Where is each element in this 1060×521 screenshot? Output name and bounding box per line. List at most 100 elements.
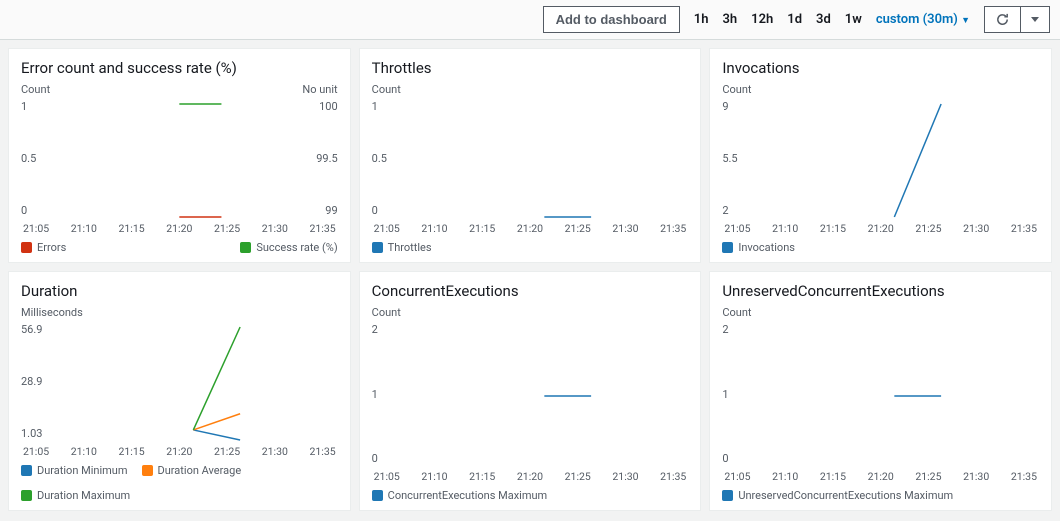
chart-svg-area <box>404 104 685 217</box>
legend-swatch <box>21 465 32 476</box>
refresh-icon <box>995 12 1010 27</box>
legend-swatch <box>240 242 251 253</box>
card-title: UnreservedConcurrentExecutions <box>722 282 1039 300</box>
chart-svg-area <box>53 327 334 440</box>
legend-item: Duration Maximum <box>21 489 130 502</box>
legend-label: Duration Minimum <box>37 464 128 477</box>
card-title: Duration <box>21 282 338 300</box>
plot-area: 210 21:0521:1021:1521:2021:2521:3021:35 <box>372 323 689 483</box>
y-ticks-left: 10.50 <box>372 100 402 217</box>
range-1h[interactable]: 1h <box>688 8 715 31</box>
card-title: ConcurrentExecutions <box>372 282 689 300</box>
card-title: Invocations <box>722 59 1039 77</box>
y-ticks-left: 95.52 <box>722 100 752 217</box>
plot-area: 10.50 21:0521:1021:1521:2021:2521:3021:35 <box>372 100 689 235</box>
y-ticks-left: 210 <box>722 323 752 465</box>
y-ticks-left: 10.50 <box>21 100 51 217</box>
legend-item: Success rate (%) <box>240 241 337 254</box>
x-ticks: 21:0521:1021:1521:2021:2521:3021:35 <box>21 222 338 235</box>
axis-labels: Count <box>372 306 689 319</box>
toolbar: Add to dashboard 1h 3h 12h 1d 3d 1w cust… <box>0 0 1060 40</box>
refresh-group <box>984 6 1050 33</box>
range-3h[interactable]: 3h <box>716 8 743 31</box>
chart-svg-area <box>754 327 1035 465</box>
legend: Invocations <box>722 241 1039 254</box>
y-ticks-right: 10099.599 <box>308 100 338 217</box>
x-ticks: 21:0521:1021:1521:2021:2521:3021:35 <box>722 222 1039 235</box>
legend-label: Success rate (%) <box>256 241 337 254</box>
legend-label: Duration Maximum <box>37 489 130 502</box>
range-12h[interactable]: 12h <box>745 8 779 31</box>
chart-svg-area <box>404 327 685 465</box>
legend: Duration Minimum Duration Average Duration… <box>21 464 338 502</box>
metric-card: Duration Milliseconds 56.928.91.03 21:0521:… <box>8 271 351 511</box>
legend-label: UnreservedConcurrentExecutions Maximum <box>738 489 953 502</box>
legend-item: UnreservedConcurrentExecutions Maximum <box>722 489 953 502</box>
metric-card: Invocations Count 95.52 21:0521:1021:1521:2… <box>709 48 1052 263</box>
y-ticks-left: 210 <box>372 323 402 465</box>
axis-labels: Count No unit <box>21 83 338 96</box>
metrics-grid: Error count and success rate (%) Count No … <box>0 40 1060 519</box>
card-title: Error count and success rate (%) <box>21 59 338 77</box>
series-line <box>193 430 240 440</box>
range-1w[interactable]: 1w <box>839 8 868 31</box>
axis-labels: Count <box>722 306 1039 319</box>
legend-swatch <box>372 242 383 253</box>
metric-card: UnreservedConcurrentExecutionsCount21021… <box>709 271 1052 511</box>
time-range-picker: 1h 3h 12h 1d 3d 1w custom (30m) ▼ <box>688 8 976 31</box>
x-ticks: 21:0521:1021:1521:2021:2521:3021:35 <box>372 222 689 235</box>
series-line <box>895 104 942 217</box>
legend-label: Throttles <box>388 241 432 254</box>
card-title: Throttles <box>372 59 689 77</box>
plot-area: 210 21:0521:1021:1521:2021:2521:3021:35 <box>722 323 1039 483</box>
y-label-left: Count <box>372 306 401 319</box>
legend: ConcurrentExecutions Maximum <box>372 489 689 502</box>
refresh-dropdown[interactable] <box>1020 7 1049 32</box>
y-label-left: Milliseconds <box>21 306 83 319</box>
x-ticks: 21:0521:1021:1521:2021:2521:3021:35 <box>21 445 338 458</box>
legend-item: Duration Average <box>142 464 242 477</box>
add-to-dashboard-button[interactable]: Add to dashboard <box>543 6 680 33</box>
legend-item: Throttles <box>372 241 432 254</box>
range-3d[interactable]: 3d <box>810 8 837 31</box>
y-label-right: No unit <box>302 83 337 96</box>
legend-item: Duration Minimum <box>21 464 128 477</box>
legend: UnreservedConcurrentExecutions Maximum <box>722 489 1039 502</box>
y-label-left: Count <box>372 83 401 96</box>
y-label-left: Count <box>21 83 50 96</box>
chart-svg-area <box>754 104 1035 217</box>
x-ticks: 21:0521:1021:1521:2021:2521:3021:35 <box>722 470 1039 483</box>
legend-swatch <box>722 490 733 501</box>
plot-area: 95.52 21:0521:1021:1521:2021:2521:3021:35 <box>722 100 1039 235</box>
series-line <box>193 327 240 430</box>
legend-swatch <box>142 465 153 476</box>
legend-label: Errors <box>37 241 66 254</box>
legend-item: Invocations <box>722 241 795 254</box>
chart-svg-area <box>53 104 306 217</box>
metric-card: Error count and success rate (%) Count No … <box>8 48 351 263</box>
legend-label: Invocations <box>738 241 795 254</box>
legend-swatch <box>21 242 32 253</box>
y-ticks-left: 56.928.91.03 <box>21 323 51 440</box>
chevron-down-icon <box>1031 17 1039 22</box>
range-custom[interactable]: custom (30m) ▼ <box>870 8 976 31</box>
refresh-button[interactable] <box>985 7 1020 32</box>
x-ticks: 21:0521:1021:1521:2021:2521:3021:35 <box>372 470 689 483</box>
range-1d[interactable]: 1d <box>781 8 808 31</box>
legend-item: Errors <box>21 241 66 254</box>
y-label-left: Count <box>722 83 751 96</box>
axis-labels: Count <box>722 83 1039 96</box>
axis-labels: Milliseconds <box>21 306 338 319</box>
plot-area: 10.50 10099.599 21:0521:1021:1521:2021:252… <box>21 100 338 235</box>
legend-label: Duration Average <box>158 464 242 477</box>
legend: Errors Success rate (%) <box>21 241 338 254</box>
legend-swatch <box>722 242 733 253</box>
legend-swatch <box>21 490 32 501</box>
legend-item: ConcurrentExecutions Maximum <box>372 489 548 502</box>
metric-card: ConcurrentExecutions Count 210 21:0521:1021… <box>359 271 702 511</box>
axis-labels: Count <box>372 83 689 96</box>
plot-area: 56.928.91.03 21:0521:1021:1521:2021:2521:… <box>21 323 338 458</box>
y-label-left: Count <box>722 306 751 319</box>
legend: Throttles <box>372 241 689 254</box>
metric-card: Throttles Count 10.50 21:0521:1021:1521:202… <box>359 48 702 263</box>
